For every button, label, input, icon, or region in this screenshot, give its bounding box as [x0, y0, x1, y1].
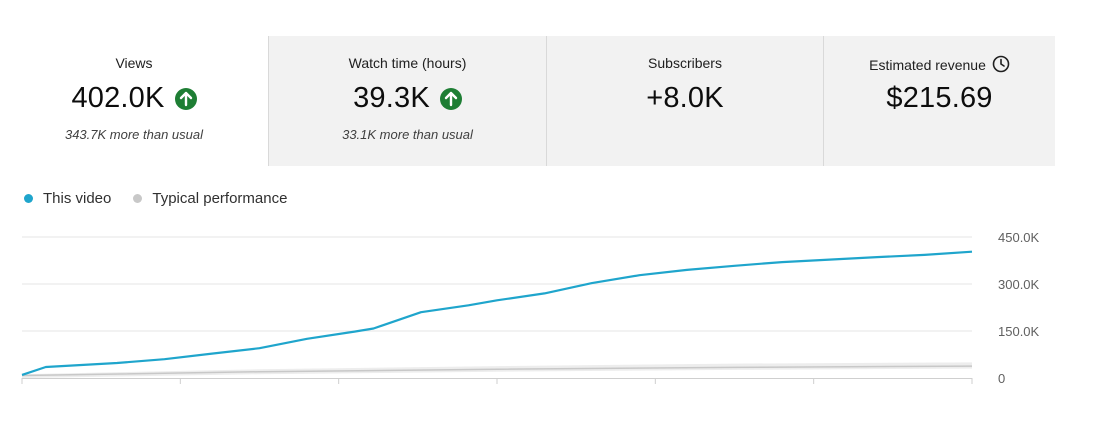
- this-video-line: [21, 250, 973, 376]
- y-tick-label: 300.0K: [998, 277, 1040, 292]
- legend-dot-icon: [24, 194, 33, 203]
- metric-card-watch-time[interactable]: Watch time (hours) 39.3K 33.1K more than…: [269, 36, 547, 166]
- metric-value-row: $215.69: [824, 82, 1055, 115]
- legend-label: This video: [43, 190, 112, 207]
- y-tick-label: 0: [998, 371, 1005, 386]
- metric-comparison: 343.7K more than usual: [64, 127, 204, 142]
- y-tick-label: 150.0K: [998, 324, 1040, 339]
- typical-performance-band: [22, 362, 972, 378]
- metrics-row: Views 402.0K 343.7K more than usual Watc…: [0, 36, 1055, 166]
- metric-value: $215.69: [886, 82, 993, 114]
- legend-label: Typical performance: [152, 190, 288, 207]
- clock-icon: [992, 55, 1010, 73]
- metric-value: +8.0K: [646, 82, 724, 114]
- metric-label: Watch time (hours): [348, 55, 467, 71]
- metric-comparison: 33.1K more than usual: [342, 127, 473, 142]
- metric-label: Subscribers: [648, 55, 722, 71]
- metric-card-subscribers[interactable]: Subscribers +8.0K: [547, 36, 824, 166]
- chart-legend: This video Typical performance: [24, 190, 309, 207]
- metric-value-row: 39.3K: [269, 82, 546, 115]
- metric-card-views[interactable]: Views 402.0K 343.7K more than usual: [0, 36, 269, 166]
- metric-label-row: Estimated revenue: [824, 55, 1055, 73]
- typical-performance-line: [21, 365, 973, 377]
- legend-dot-icon: [133, 194, 143, 203]
- metric-value-row: +8.0K: [547, 82, 823, 115]
- trend-up-icon: [439, 87, 462, 110]
- metric-value: 402.0K: [71, 82, 165, 114]
- legend-item-this-video[interactable]: This video: [24, 190, 111, 207]
- metric-value-row: 402.0K: [0, 82, 268, 115]
- metric-label: Estimated revenue: [869, 57, 986, 73]
- metric-value: 39.3K: [353, 82, 430, 114]
- metric-label: Views: [115, 55, 153, 71]
- y-tick-label: 450.0K: [998, 230, 1040, 245]
- legend-item-typical[interactable]: Typical performance: [133, 190, 287, 207]
- metric-card-revenue[interactable]: Estimated revenue $215.69: [824, 36, 1055, 166]
- views-line-chart[interactable]: 0 150.0K 300.0K 450.0K: [0, 220, 1117, 395]
- trend-up-icon: [174, 87, 197, 110]
